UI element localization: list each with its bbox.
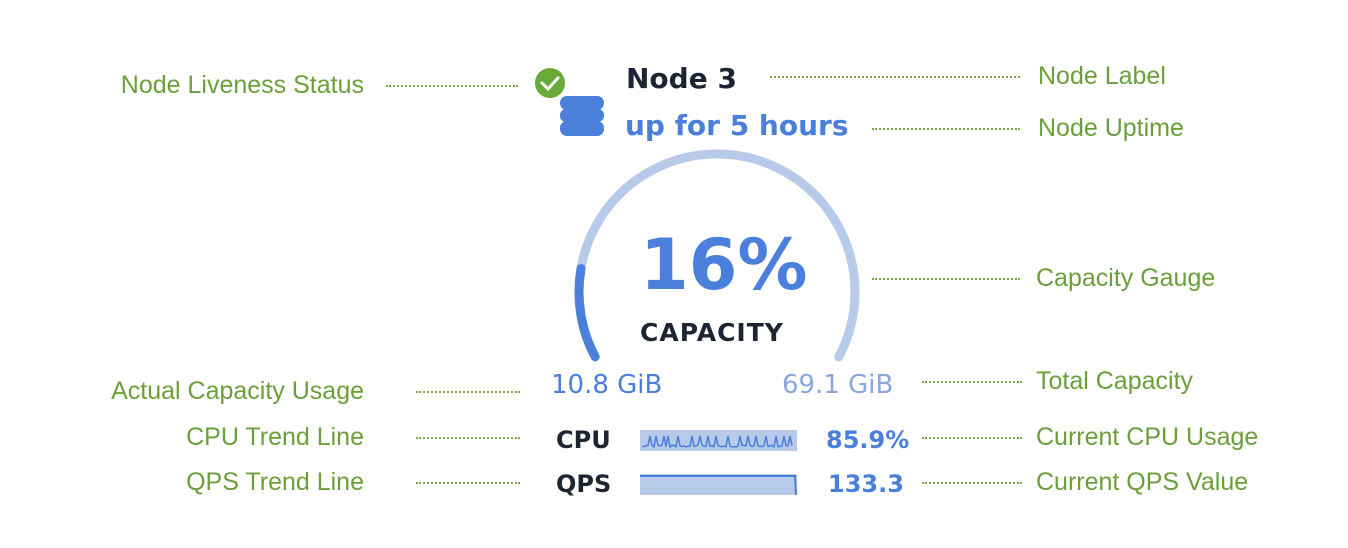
capacity-gauge-fill xyxy=(579,269,595,357)
annotation-cpu-value: Current CPU Usage xyxy=(1036,422,1258,452)
annotation-qps-trend: QPS Trend Line xyxy=(186,467,364,497)
node-label: Node 3 xyxy=(626,62,737,95)
capacity-used: 10.8 GiB xyxy=(551,370,662,400)
annotation-label: Node Label xyxy=(1038,61,1166,91)
cpu-value: 85.9% xyxy=(826,426,909,454)
leader-line xyxy=(416,437,520,439)
annotation-uptime: Node Uptime xyxy=(1038,113,1184,143)
node-uptime: up for 5 hours xyxy=(625,109,849,142)
leader-line xyxy=(770,76,1020,78)
annotation-used: Actual Capacity Usage xyxy=(111,376,364,406)
leader-line xyxy=(416,391,520,393)
annotation-total: Total Capacity xyxy=(1036,366,1193,396)
database-icon xyxy=(560,96,604,136)
capacity-percent: 16% xyxy=(640,224,808,306)
leader-line xyxy=(386,85,518,87)
leader-line xyxy=(922,381,1022,383)
qps-label: QPS xyxy=(556,470,611,498)
leader-line xyxy=(922,437,1022,439)
leader-line xyxy=(416,482,520,484)
leader-line xyxy=(872,278,1020,280)
annotation-qps-value: Current QPS Value xyxy=(1036,467,1248,497)
leader-line xyxy=(922,482,1022,484)
qps-value: 133.3 xyxy=(828,470,904,498)
cpu-sparkline xyxy=(640,430,797,451)
capacity-caption: CAPACITY xyxy=(640,318,784,347)
annotation-gauge: Capacity Gauge xyxy=(1036,263,1215,293)
leader-line xyxy=(872,128,1020,130)
qps-sparkline xyxy=(640,474,797,495)
check-circle-icon xyxy=(534,67,566,99)
annotation-cpu-trend: CPU Trend Line xyxy=(186,422,364,452)
annotation-liveness: Node Liveness Status xyxy=(121,70,364,100)
cpu-label: CPU xyxy=(556,426,611,454)
capacity-total: 69.1 GiB xyxy=(782,370,893,400)
